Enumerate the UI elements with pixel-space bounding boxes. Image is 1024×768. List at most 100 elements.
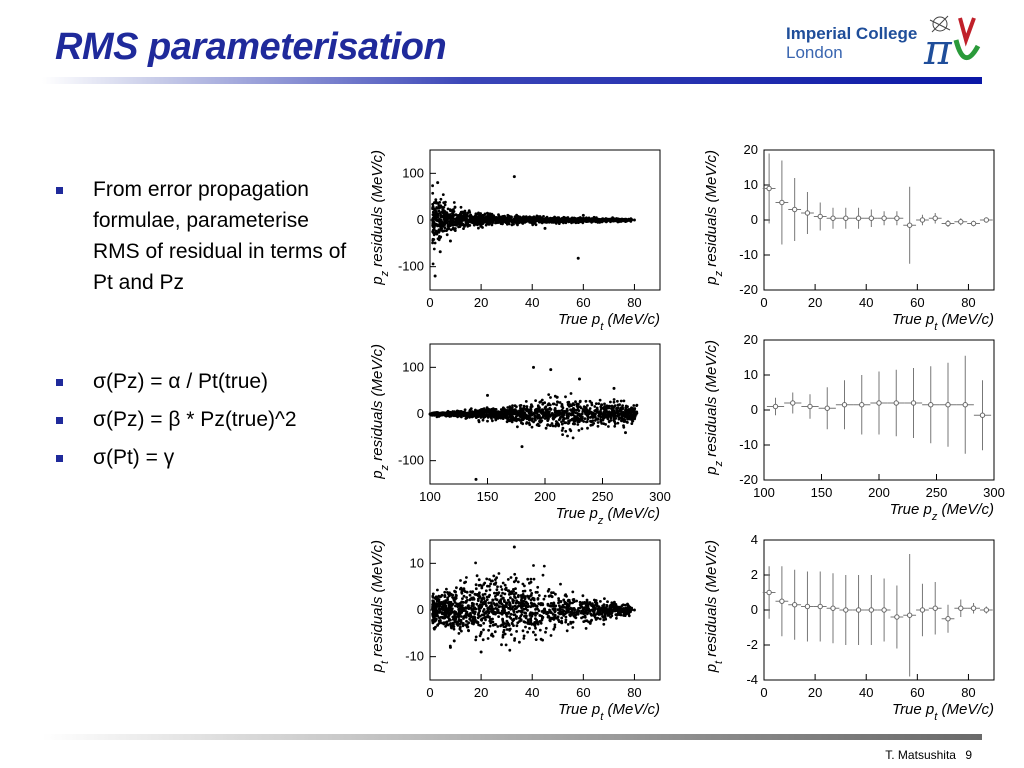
scatter-point xyxy=(473,612,477,616)
scatter-point xyxy=(524,605,528,608)
scatter-point xyxy=(480,597,484,601)
x-tick-label: 0 xyxy=(426,685,433,700)
scatter-point xyxy=(506,415,509,419)
scatter-point xyxy=(586,404,589,407)
scatter-point xyxy=(489,601,493,605)
scatter-point xyxy=(579,604,583,607)
scatter-point xyxy=(618,403,621,407)
scatter-point xyxy=(571,620,575,624)
scatter-point xyxy=(506,411,510,415)
scatter-point xyxy=(541,573,545,577)
scatter-point xyxy=(444,604,448,608)
scatter-point xyxy=(577,402,580,406)
scatter-point xyxy=(559,620,563,624)
scatter-point xyxy=(574,616,578,620)
scatter-point xyxy=(587,607,590,611)
x-tick-label: 0 xyxy=(426,295,433,310)
scatter-point xyxy=(499,414,503,417)
scatter-point xyxy=(439,235,443,239)
scatter-point xyxy=(451,593,455,597)
scatter-point xyxy=(530,614,534,618)
scatter-point xyxy=(479,630,483,634)
scatter-point xyxy=(584,407,587,411)
scatter-point xyxy=(622,420,626,423)
scatter-point xyxy=(534,626,537,630)
scatter-point xyxy=(541,217,545,221)
scatter-point xyxy=(440,227,444,231)
scatter-point xyxy=(488,593,491,597)
scatter-point xyxy=(543,417,547,420)
scatter-point xyxy=(465,412,469,415)
scatter-point xyxy=(437,230,441,234)
scatter-point xyxy=(599,407,603,411)
scatter-point xyxy=(512,580,516,584)
scatter-point xyxy=(522,607,526,611)
scatter-point xyxy=(441,223,445,227)
scatter-point xyxy=(557,597,560,600)
scatter-point xyxy=(583,417,587,420)
scatter-point xyxy=(505,624,508,628)
x-axis-label: True pt (MeV/c) xyxy=(892,311,994,330)
scatter-point xyxy=(565,407,569,411)
y-tick-label: 0 xyxy=(751,212,758,227)
y-tick-label: -100 xyxy=(398,259,424,274)
scatter-point xyxy=(564,618,568,622)
scatter-point xyxy=(547,615,551,619)
scatter-point xyxy=(465,221,469,225)
scatter-point xyxy=(475,602,479,606)
scatter-point xyxy=(614,217,617,221)
scatter-point xyxy=(469,590,472,594)
scatter-point xyxy=(557,418,561,422)
scatter-point xyxy=(464,599,468,603)
scatter-point xyxy=(486,393,489,397)
scatter-point xyxy=(441,208,445,211)
scatter-point xyxy=(614,604,617,608)
scatter-point xyxy=(546,419,550,422)
scatter-point xyxy=(552,402,556,406)
data-point xyxy=(772,403,779,410)
bullet-text: σ(Pz) = α / Pt(true) xyxy=(93,370,269,393)
scatter-point xyxy=(442,601,445,605)
scatter-point xyxy=(629,607,632,611)
scatter-point xyxy=(489,620,493,623)
scatter-point xyxy=(469,407,473,410)
scatter-point xyxy=(449,216,453,219)
scatter-point xyxy=(581,213,585,217)
scatter-point xyxy=(468,216,472,220)
scatter-point xyxy=(479,220,482,223)
scatter-point xyxy=(471,590,475,593)
x-tick-label: 20 xyxy=(474,295,488,310)
y-axis-label: pz residuals (MeV/c) xyxy=(369,344,391,480)
scatter-point xyxy=(481,638,485,642)
scatter-point xyxy=(516,580,520,584)
scatter-point xyxy=(431,412,435,416)
scatter-point xyxy=(527,217,531,220)
scatter-point xyxy=(474,412,478,416)
scatter-point xyxy=(478,634,482,638)
scatter-point xyxy=(534,638,538,641)
scatter-point xyxy=(524,600,528,604)
scatter-point xyxy=(472,217,476,221)
scatter-point xyxy=(569,601,572,605)
scatter-point xyxy=(505,217,509,221)
scatter-point xyxy=(503,599,506,602)
scatter-point xyxy=(506,406,510,409)
scatter-point xyxy=(602,622,606,626)
scatter-point xyxy=(481,217,484,221)
scatter-point xyxy=(509,576,513,579)
scatter-point xyxy=(515,624,519,628)
scatter-point xyxy=(463,212,467,215)
scatter-point xyxy=(560,409,564,412)
scatter-point xyxy=(431,262,435,266)
scatter-point xyxy=(585,598,589,602)
scatter-point xyxy=(518,616,521,620)
scatter-point xyxy=(542,215,545,218)
scatter-point xyxy=(482,613,486,617)
data-point xyxy=(859,402,865,408)
data-point xyxy=(779,199,785,206)
scatter-point xyxy=(433,208,436,211)
scatter-point xyxy=(465,576,468,579)
scatter-point xyxy=(469,213,473,217)
scatter-point xyxy=(509,215,513,219)
scatter-point xyxy=(520,421,523,425)
